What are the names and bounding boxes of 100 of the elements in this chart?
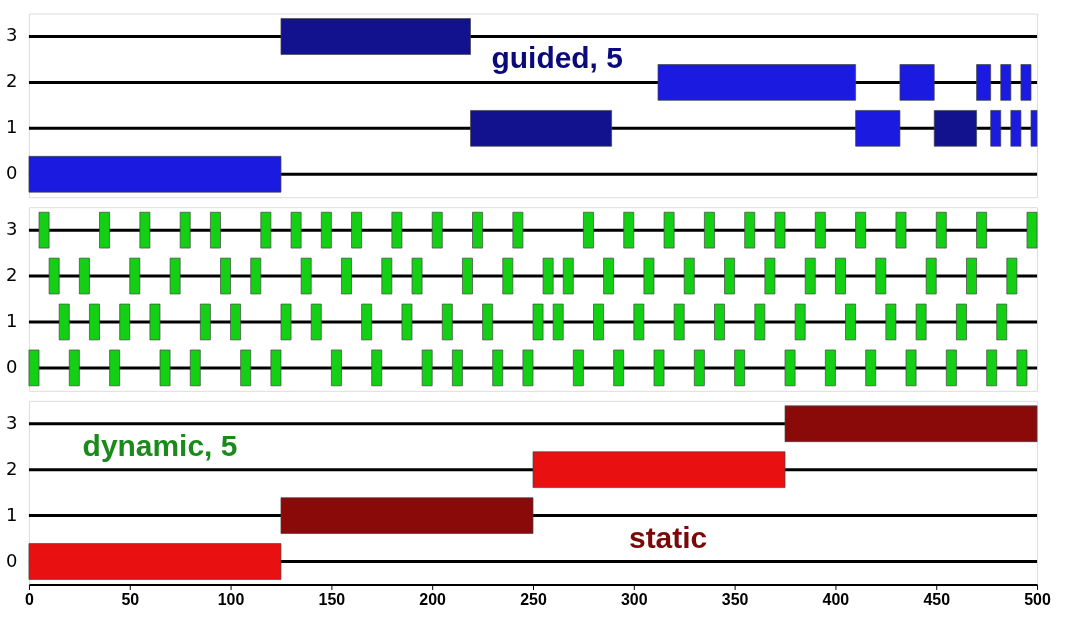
y-tick-label: 3 <box>6 218 18 240</box>
bar <box>159 349 171 387</box>
bar <box>593 303 604 341</box>
y-tick-label: 3 <box>6 411 18 433</box>
bar <box>371 349 383 387</box>
bar <box>875 257 887 295</box>
bar <box>633 303 645 341</box>
bar <box>89 303 100 341</box>
bar <box>310 303 322 341</box>
x-tick-label: 400 <box>822 590 850 608</box>
bar <box>814 211 826 249</box>
bar <box>673 303 685 341</box>
bar <box>683 257 695 295</box>
bar <box>431 211 443 249</box>
bar <box>421 349 433 387</box>
bar <box>502 257 514 295</box>
bar <box>411 257 423 295</box>
bar <box>280 303 292 341</box>
bar <box>361 303 373 341</box>
annotation: static <box>628 520 708 554</box>
bar <box>512 211 524 249</box>
bar <box>462 257 473 295</box>
bar <box>532 451 786 488</box>
bar <box>280 497 534 534</box>
annotation: guided, 5 <box>491 41 623 75</box>
bar <box>945 349 957 387</box>
bar <box>562 257 574 295</box>
bar <box>240 349 252 387</box>
bar <box>441 303 453 341</box>
bar <box>865 349 877 387</box>
bar <box>300 257 312 295</box>
bar <box>169 257 181 295</box>
bar <box>250 257 262 295</box>
bar <box>401 303 413 341</box>
bar <box>966 257 977 295</box>
bar <box>341 257 352 295</box>
bar <box>835 257 846 295</box>
x-tick-label: 250 <box>520 590 547 608</box>
bar <box>744 211 756 249</box>
x-tick-label: 100 <box>217 590 245 608</box>
x-tick-label: 200 <box>419 590 447 608</box>
bar <box>532 303 544 341</box>
x-tick-label: 150 <box>318 590 346 608</box>
x-tick-label: 300 <box>620 590 648 608</box>
bar <box>825 349 836 387</box>
bar <box>1020 64 1032 101</box>
bar <box>704 211 715 249</box>
bar <box>623 211 635 249</box>
bar <box>784 349 796 387</box>
bar <box>1000 64 1012 101</box>
bar <box>391 211 403 249</box>
bar <box>956 303 967 341</box>
bar <box>804 257 816 295</box>
bar <box>351 211 362 249</box>
x-tick-label: 350 <box>721 590 749 608</box>
bar <box>542 257 554 295</box>
x-tick-label: 500 <box>1024 590 1051 608</box>
bar <box>764 257 776 295</box>
bar <box>714 303 725 341</box>
x-tick-label: 450 <box>923 590 951 608</box>
bar <box>643 257 655 295</box>
bar <box>149 303 161 341</box>
bar <box>381 257 393 295</box>
bar <box>572 349 584 387</box>
bar <box>996 303 1008 341</box>
bar <box>199 303 211 341</box>
bar <box>482 303 494 341</box>
y-tick-label: 2 <box>6 457 18 479</box>
y-tick-label: 0 <box>6 355 18 377</box>
bar <box>1016 349 1028 387</box>
bar <box>583 211 594 249</box>
bar <box>976 211 987 249</box>
bar <box>119 303 131 341</box>
bar <box>522 349 534 387</box>
y-tick-label: 1 <box>6 116 18 138</box>
bar <box>109 349 121 387</box>
bar <box>935 211 947 249</box>
bar <box>845 303 856 341</box>
bar <box>58 303 70 341</box>
x-tick-label: 50 <box>121 590 140 608</box>
y-tick-label: 0 <box>6 162 18 184</box>
bar <box>855 110 901 147</box>
bar <box>1010 110 1022 147</box>
bar <box>230 303 241 341</box>
bar <box>210 211 221 249</box>
bar <box>784 405 1038 443</box>
bar <box>472 211 483 249</box>
bar <box>915 303 927 341</box>
bar <box>734 349 746 387</box>
bar <box>1006 257 1018 295</box>
bar <box>1030 110 1038 147</box>
y-tick-label: 2 <box>6 264 18 286</box>
bar <box>925 257 937 295</box>
bar <box>452 349 463 387</box>
bar <box>48 257 60 295</box>
bar <box>724 257 735 295</box>
bar <box>28 349 40 387</box>
y-tick-label: 1 <box>6 309 18 331</box>
bar <box>899 64 935 101</box>
annotation: dynamic, 5 <box>82 428 238 462</box>
